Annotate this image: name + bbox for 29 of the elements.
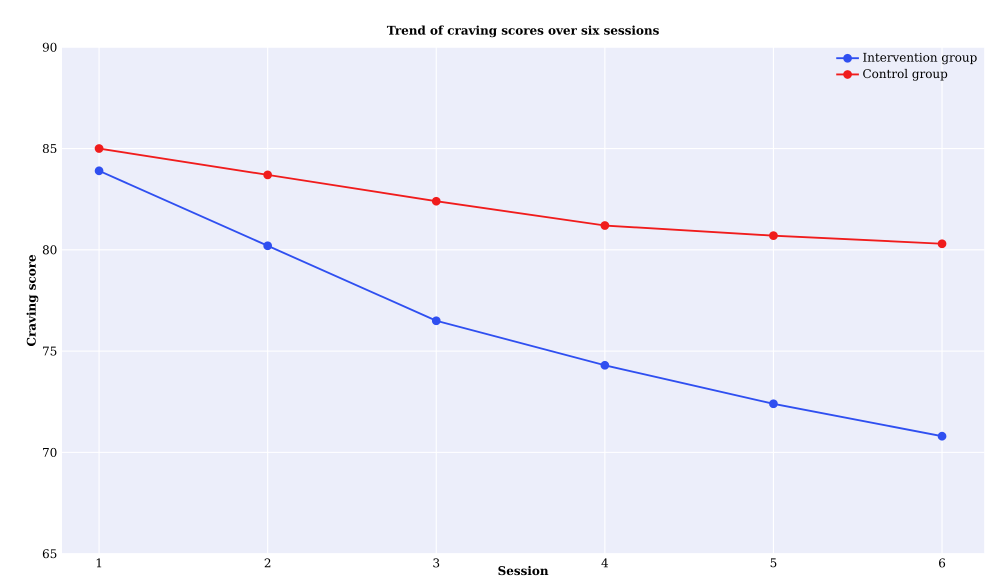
- y-tick-label: 90: [42, 42, 56, 52]
- point: [263, 170, 272, 180]
- point: [94, 166, 104, 176]
- legend-label: Control group: [863, 69, 948, 81]
- y-tick-label: 80: [42, 245, 56, 254]
- y-tick-label: 70: [43, 448, 56, 458]
- legend-label: Intervention group: [863, 52, 977, 64]
- x-tick-label: 5: [770, 558, 776, 568]
- point: [769, 399, 778, 408]
- point: [938, 239, 946, 248]
- point: [432, 316, 441, 326]
- point: [600, 221, 610, 230]
- x-tick-label: 6: [939, 558, 946, 568]
- x-tick-label: 4: [601, 558, 608, 568]
- point: [432, 196, 441, 206]
- x-tick-label: 2: [264, 558, 270, 568]
- point: [769, 231, 778, 240]
- x-tick-label: 1: [96, 558, 102, 568]
- point: [263, 241, 272, 250]
- y-axis-title: Craving score: [26, 255, 38, 346]
- point: [94, 144, 104, 154]
- y-tick-label: 65: [42, 549, 56, 558]
- y-tick-label: 75: [43, 346, 56, 356]
- y-tick-label: 85: [42, 144, 56, 154]
- point: [938, 432, 946, 441]
- point: [600, 361, 610, 370]
- x-axis-title: Session: [498, 566, 548, 576]
- x-tick-label: 3: [433, 558, 440, 568]
- chart-title: Trend of craving scores over six sessions: [386, 26, 659, 38]
